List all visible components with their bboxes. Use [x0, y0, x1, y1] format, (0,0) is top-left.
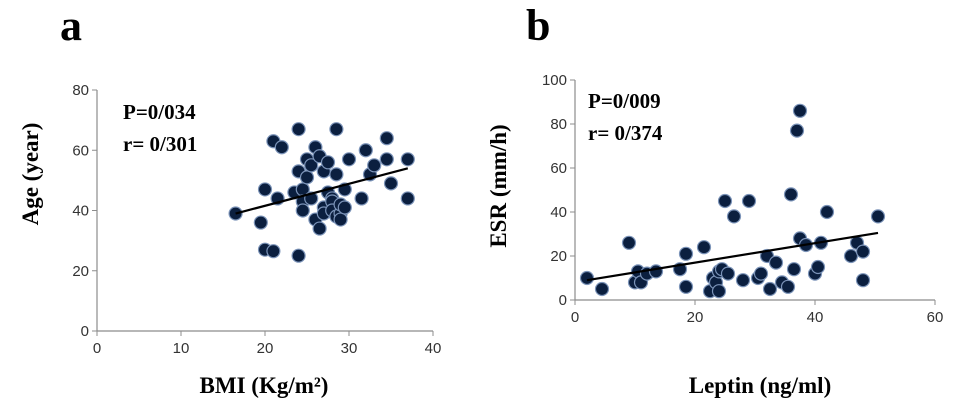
panel-a-data-point [341, 152, 357, 167]
panel-b-letter: b [526, 1, 550, 50]
panel-a-p-value: P=0/034 [123, 100, 196, 124]
panel-b-data-point [696, 240, 712, 255]
panel-b-data-point [735, 273, 751, 288]
panel-b-data-point [726, 209, 742, 224]
panel-b-data-point [819, 204, 835, 220]
panel-a-data-point [274, 140, 289, 155]
chart-a-svg: a P=0/034 r= 0/301 BMI (Kg/m²) Age (year… [18, 1, 442, 398]
panel-a-data-point [358, 143, 373, 158]
panel-a-y-tick-label: 20 [72, 263, 89, 280]
panel-b-y-tick-label: 80 [550, 116, 567, 133]
panel-a-r-value: r= 0/301 [123, 132, 197, 156]
scatter-panel-a: a P=0/034 r= 0/301 BMI (Kg/m²) Age (year… [0, 0, 470, 402]
panel-b-p-value: P=0/009 [588, 89, 661, 113]
panel-a-x-tick-label: 20 [257, 340, 274, 357]
panel-a-y-tick-label: 0 [81, 323, 89, 340]
panel-b-data-point [855, 244, 871, 259]
panel-b-data-point [720, 266, 736, 281]
panel-b-data-point [762, 281, 778, 297]
panel-a-data-point [257, 182, 273, 197]
panel-a-data-point [329, 122, 344, 137]
panel-a-x-tick-label: 0 [93, 340, 101, 357]
panel-a-y-tick-label: 40 [72, 203, 89, 220]
panel-a-y-axis-label: Age (year) [18, 123, 43, 226]
panel-a-data-point [320, 155, 336, 170]
panel-b-trendline [586, 231, 879, 282]
panel-b-data-point [870, 209, 886, 224]
panel-a-y-tick-label: 60 [72, 142, 89, 159]
panel-a-data-point [312, 221, 327, 236]
panel-b-data-point [783, 187, 799, 202]
panel-a-data-point [266, 244, 281, 259]
panel-b-data-point [621, 235, 637, 250]
panel-a-x-tick-label: 10 [173, 340, 190, 357]
panel-b-data-point [678, 279, 694, 294]
panel-b-x-tick-label: 40 [807, 309, 824, 326]
panel-b-data-point [843, 248, 859, 264]
panel-b-data-point [678, 246, 694, 261]
panel-b-y-tick-label: 0 [559, 292, 567, 309]
panel-a-data-point [253, 215, 268, 230]
panel-b-data-point [711, 284, 727, 299]
panel-b-y-tick-label: 100 [542, 72, 567, 89]
panel-b-x-tick-label: 60 [927, 309, 944, 326]
panel-b-data-point [741, 193, 757, 209]
panel-b-y-axis-label: ESR (mm/h) [486, 124, 511, 247]
panel-b-data-point [717, 193, 733, 209]
panel-a-data-point [337, 200, 352, 215]
panel-a-y-tick-label: 80 [72, 82, 89, 99]
panel-b-data-point [789, 123, 805, 138]
panel-b-data-point [786, 262, 802, 277]
panel-a-data-point [299, 170, 315, 185]
panel-b-data-point [810, 259, 826, 275]
panel-b-y-tick-label: 40 [550, 204, 567, 221]
panel-b-data-point [768, 255, 784, 270]
panel-b-data-point [579, 270, 595, 286]
panel-a-data-point [329, 167, 344, 182]
panel-a-data-point [400, 152, 415, 167]
panel-b-r-value: r= 0/374 [588, 121, 663, 145]
panel-a-data-point [304, 158, 319, 173]
panel-a-data-point [333, 212, 348, 227]
panel-a-data-point [400, 191, 415, 206]
panel-b-data-point [648, 264, 664, 279]
panel-a-data-point [354, 191, 369, 206]
panel-a-data-point [291, 248, 306, 263]
panel-b-x-tick-label: 0 [571, 309, 579, 326]
panel-a-letter: a [60, 1, 82, 50]
panel-b-y-tick-label: 60 [550, 160, 567, 177]
panel-a-x-axis-label: BMI (Kg/m²) [200, 373, 329, 398]
panel-b-data-point [792, 103, 808, 118]
panel-b-data-point [594, 281, 610, 297]
chart-b-svg: b P=0/009 r= 0/374 Leptin (ng/ml) ESR (m… [486, 1, 944, 398]
panel-b-data-point [855, 273, 871, 288]
panel-a-data-point [295, 203, 310, 218]
panel-b-y-tick-label: 20 [550, 248, 567, 265]
scatter-panel-b: b P=0/009 r= 0/374 Leptin (ng/ml) ESR (m… [480, 0, 957, 402]
panel-b-x-tick-label: 20 [687, 309, 704, 326]
panel-a-x-tick-label: 30 [341, 340, 358, 357]
panel-a-x-tick-label: 40 [425, 340, 442, 357]
panel-a-data-point [367, 158, 382, 173]
panel-b-data-point [753, 266, 769, 281]
panel-b-data-point [780, 279, 796, 294]
panel-a-data-point [379, 152, 394, 167]
panel-a-data-point [291, 122, 306, 137]
panel-a-data-point [383, 176, 399, 191]
panel-b-x-axis-label: Leptin (ng/ml) [689, 373, 831, 398]
panel-a-trendline [235, 167, 409, 215]
panel-a-data-point [379, 131, 394, 146]
